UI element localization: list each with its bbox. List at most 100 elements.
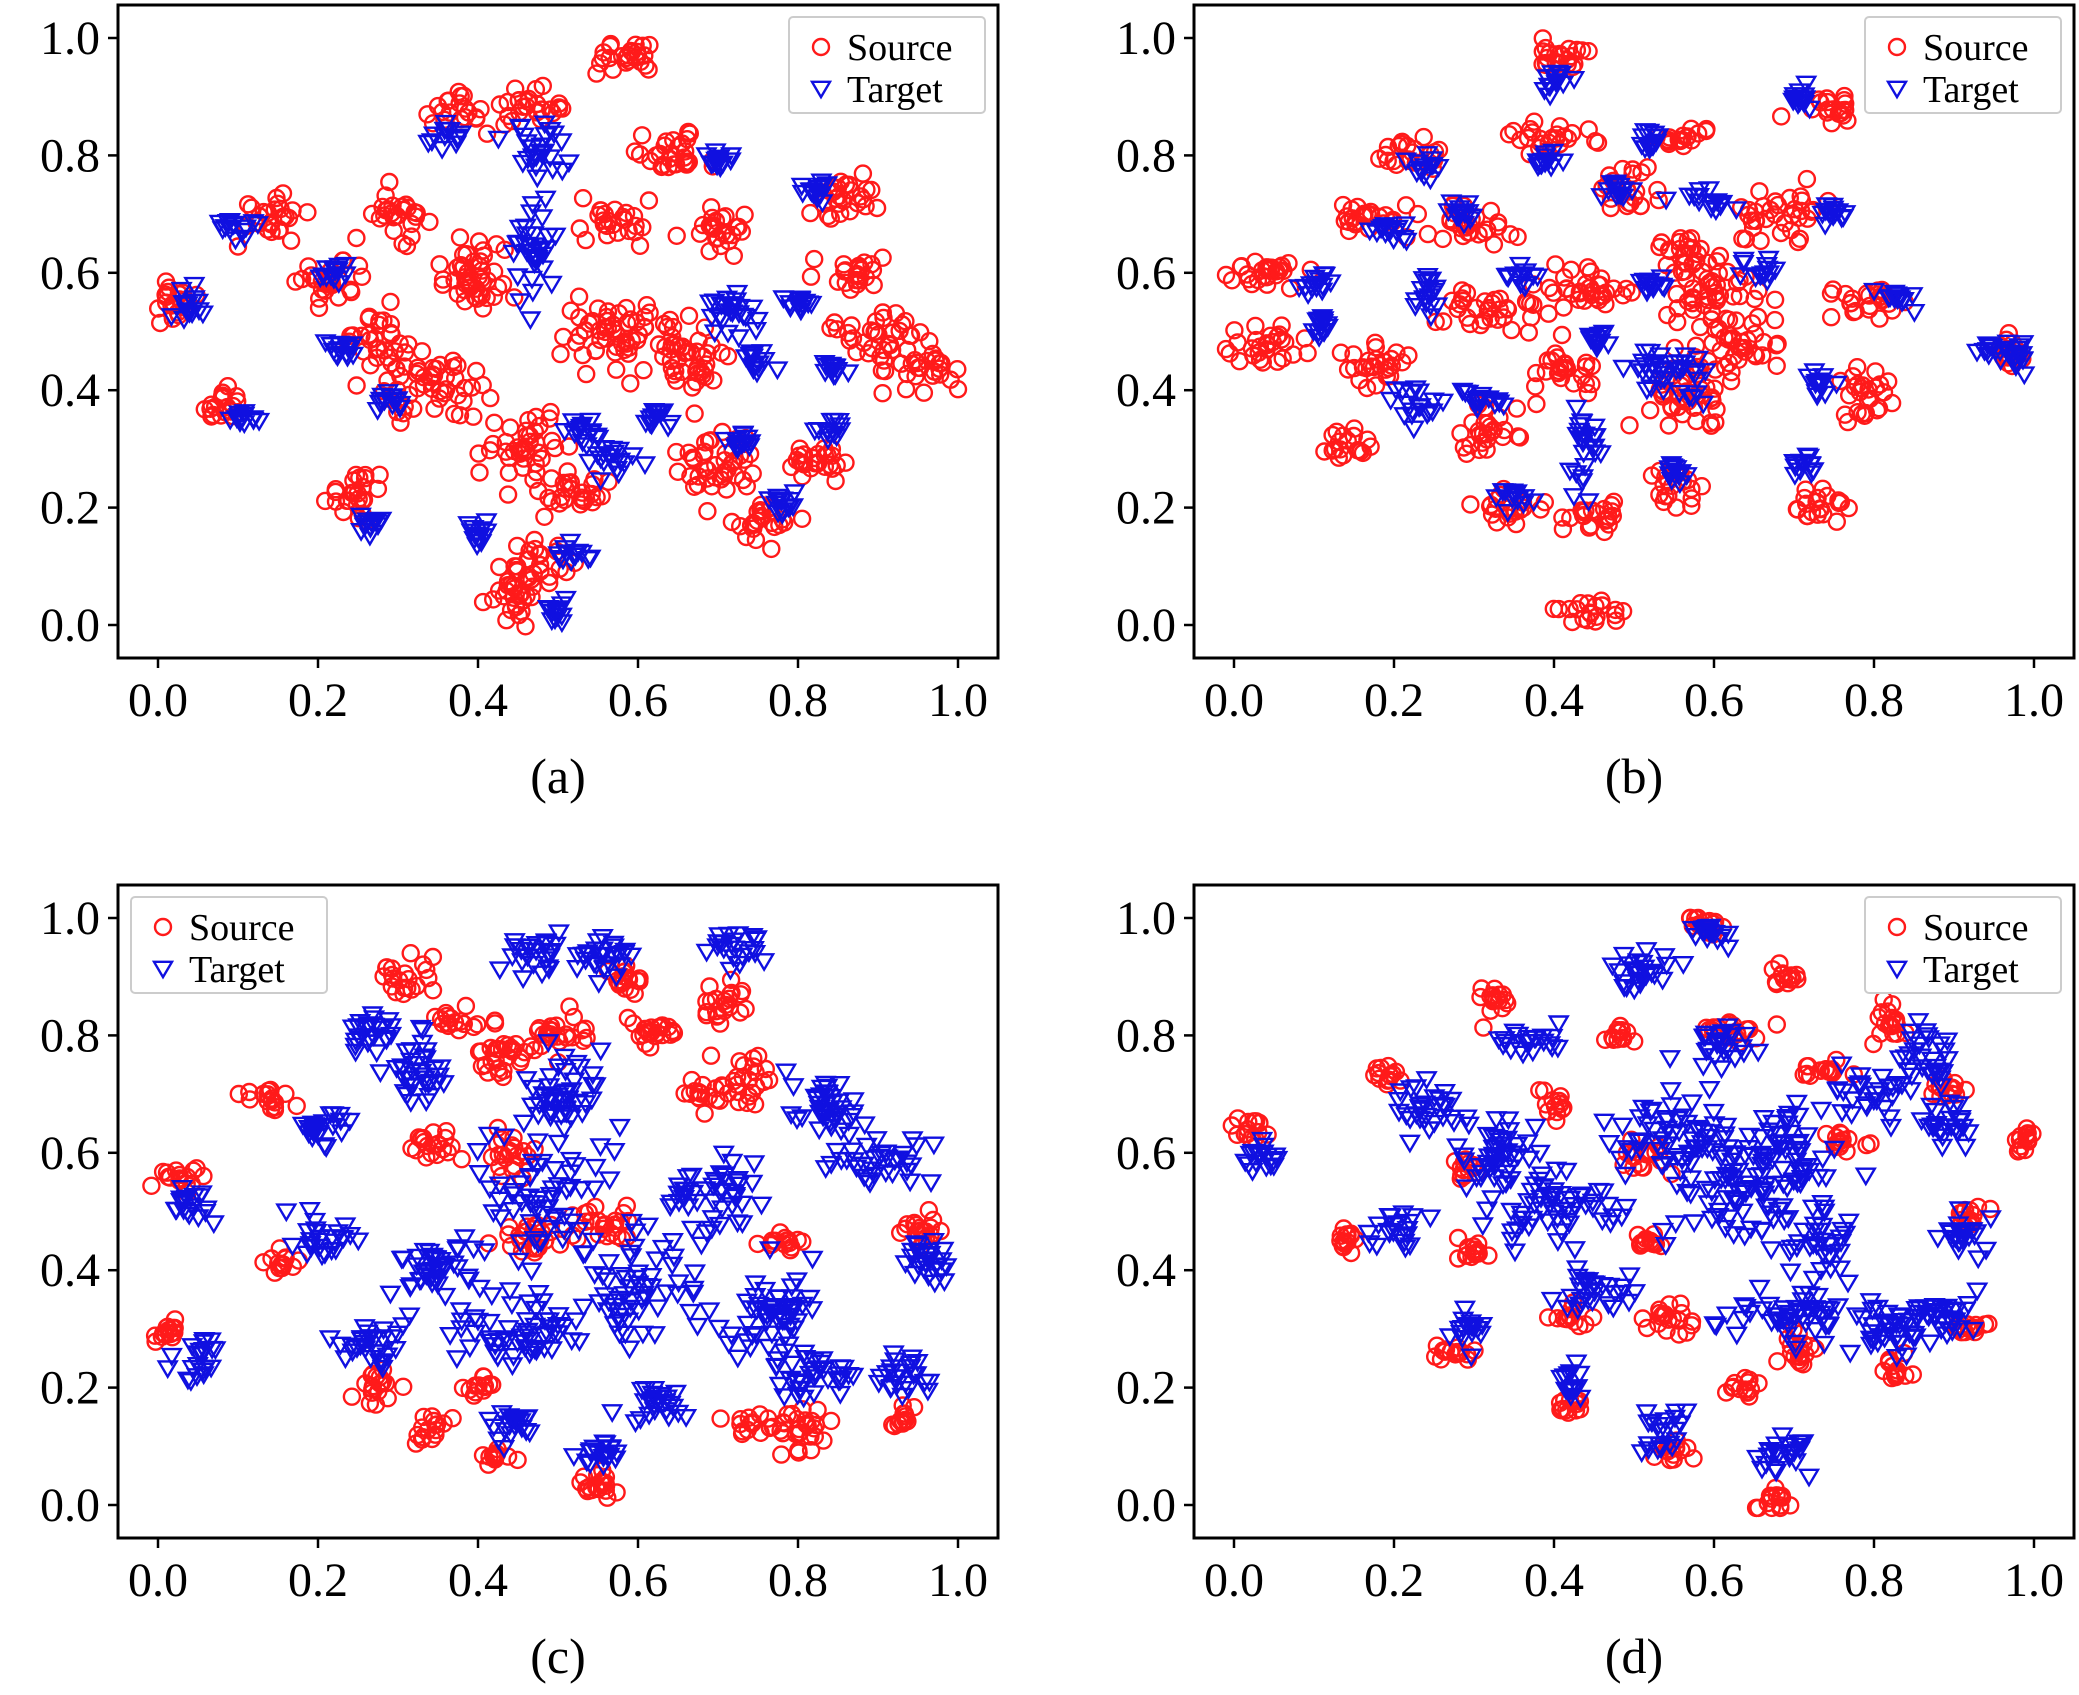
target-point <box>328 335 351 355</box>
target-point <box>662 1398 685 1418</box>
target-point <box>1651 1131 1674 1151</box>
target-point <box>596 1272 619 1292</box>
target-point <box>1654 1236 1677 1256</box>
target-point <box>1700 194 1723 214</box>
target-point <box>1394 1239 1417 1259</box>
target-point <box>1695 1180 1718 1200</box>
source-point <box>587 64 606 83</box>
target-point <box>561 413 584 433</box>
target-point <box>879 1359 903 1379</box>
target-point <box>453 1229 476 1249</box>
target-point <box>624 1414 647 1434</box>
target-point <box>1528 156 1552 176</box>
target-point <box>480 1287 503 1307</box>
source-point <box>1671 1294 1690 1313</box>
source-point <box>1659 1310 1678 1329</box>
target-point <box>591 941 614 961</box>
target-point <box>1396 1226 1419 1246</box>
legend-label: Target <box>1923 69 2019 111</box>
source-point <box>732 222 751 241</box>
target-point <box>275 1203 298 1223</box>
target-point <box>1664 1403 1687 1423</box>
target-point <box>1542 143 1565 163</box>
target-point <box>1466 1320 1489 1340</box>
target-point <box>1859 1293 1882 1312</box>
target-point <box>509 293 532 313</box>
target-point <box>531 260 555 280</box>
target-point <box>1237 1156 1260 1176</box>
target-point <box>1792 1434 1815 1454</box>
target-point <box>518 1294 541 1314</box>
source-point <box>636 1034 655 1053</box>
y-tick-label: 0.8 <box>40 129 100 182</box>
target-point <box>377 384 400 403</box>
target-point <box>298 1201 321 1221</box>
source-point <box>1745 289 1764 309</box>
target-point <box>315 1139 338 1158</box>
target-point <box>1764 1460 1787 1480</box>
target-point <box>1522 493 1545 513</box>
y-tick-label: 0.2 <box>1116 482 1176 535</box>
source-point <box>575 1204 595 1223</box>
target-point <box>324 262 347 282</box>
target-point <box>1391 382 1414 402</box>
source-point <box>948 380 968 399</box>
y-tick-label: 0.0 <box>40 1479 100 1532</box>
target-point <box>1453 1300 1476 1320</box>
source-point <box>1588 133 1608 152</box>
target-point <box>400 1077 424 1097</box>
legend-target-marker <box>1885 80 1909 100</box>
source-point <box>1707 400 1726 419</box>
target-point <box>1497 1111 1520 1131</box>
target-point <box>516 1322 539 1342</box>
source-point <box>663 328 682 347</box>
source-point <box>1551 1087 1570 1106</box>
target-point <box>1382 231 1405 251</box>
target-point <box>1549 65 1572 85</box>
target-point <box>1636 1116 1659 1136</box>
source-point <box>801 1427 820 1446</box>
source-point <box>484 590 503 609</box>
target-point <box>1591 1212 1614 1232</box>
source-point <box>1494 308 1513 327</box>
source-point <box>1823 280 1843 299</box>
source-point <box>213 388 232 408</box>
target-point <box>614 1325 637 1345</box>
target-point <box>1851 1310 1874 1329</box>
source-point <box>873 248 892 267</box>
target-point <box>589 1042 612 1062</box>
source-point <box>430 355 450 375</box>
source-point <box>607 1483 626 1502</box>
source-point <box>839 175 859 195</box>
target-point <box>888 1363 911 1383</box>
target-point <box>381 388 404 408</box>
target-point <box>533 1312 557 1332</box>
source-point <box>560 997 579 1016</box>
target-point <box>506 268 529 288</box>
source-point <box>1469 225 1488 244</box>
target-point <box>900 1242 923 1262</box>
target-point <box>1618 1267 1641 1287</box>
source-point <box>1839 498 1858 518</box>
target-point <box>1668 384 1691 404</box>
target-point <box>1753 1185 1776 1205</box>
target-point <box>488 1176 511 1196</box>
target-point <box>830 1151 853 1171</box>
target-point <box>812 1361 835 1381</box>
target-point <box>830 1122 853 1142</box>
source-point <box>1633 1309 1653 1328</box>
target-point <box>505 1414 528 1434</box>
target-point <box>1559 1364 1582 1384</box>
source-point <box>1613 602 1633 621</box>
target-point <box>646 1299 669 1319</box>
target-point <box>466 1312 490 1332</box>
target-point <box>1633 272 1656 292</box>
source-point <box>1683 288 1702 307</box>
source-point <box>528 1021 548 1040</box>
target-point <box>1738 1127 1761 1147</box>
target-point <box>296 1223 320 1242</box>
target-point <box>547 1177 570 1196</box>
target-point <box>393 1084 416 1103</box>
source-point <box>1793 1355 1813 1374</box>
